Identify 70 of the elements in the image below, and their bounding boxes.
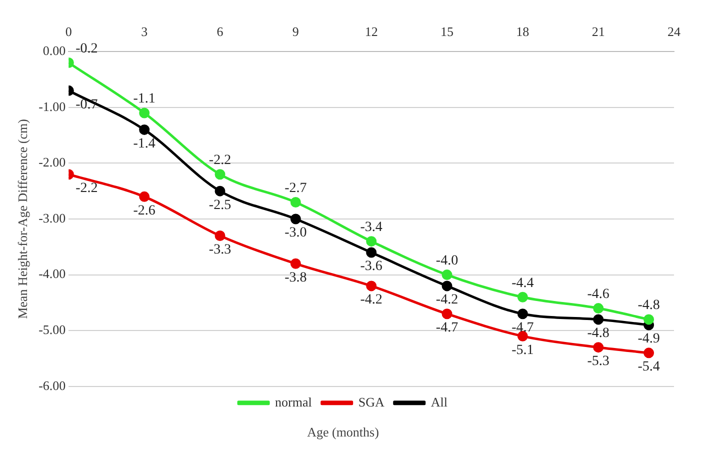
data-label: -2.6 bbox=[133, 203, 156, 218]
data-label: -5.1 bbox=[512, 342, 534, 358]
x-tick-label: 21 bbox=[592, 24, 605, 40]
data-label: -3.3 bbox=[208, 242, 232, 258]
y-tick-label: -5.00 bbox=[38, 322, 66, 338]
data-label: -2.5 bbox=[208, 198, 232, 213]
y-tick-label: -6.00 bbox=[38, 378, 66, 393]
data-label: -4.9 bbox=[638, 332, 660, 347]
point bbox=[139, 124, 150, 135]
x-tick-label: 0 bbox=[65, 24, 72, 40]
point bbox=[644, 348, 654, 358]
x-tick-label: 15 bbox=[440, 24, 454, 40]
point bbox=[644, 314, 654, 325]
data-label: -0.7 bbox=[76, 97, 98, 112]
y-tick-label: -4.00 bbox=[38, 266, 66, 282]
y-axis-title: Mean Height-for-Age Difference (cm) bbox=[15, 119, 30, 319]
data-label: -1.1 bbox=[133, 92, 156, 107]
point bbox=[214, 230, 226, 241]
point bbox=[366, 247, 377, 258]
point bbox=[214, 186, 226, 196]
y-tick-label: -2.00 bbox=[38, 154, 66, 170]
point bbox=[442, 270, 452, 280]
point bbox=[366, 236, 377, 247]
x-tick-label: 24 bbox=[668, 24, 681, 40]
x-tick-label: 18 bbox=[516, 24, 530, 40]
point bbox=[517, 292, 528, 302]
y-tick-label: -3.00 bbox=[38, 210, 66, 226]
data-label: -3.8 bbox=[284, 270, 307, 286]
data-label: -5.3 bbox=[587, 354, 610, 370]
point bbox=[290, 258, 301, 269]
data-label: -4.0 bbox=[436, 253, 458, 268]
data-label: -4.6 bbox=[587, 286, 610, 302]
data-label: -4.2 bbox=[436, 292, 458, 308]
point bbox=[442, 280, 452, 292]
point bbox=[366, 280, 377, 292]
data-label: -4.7 bbox=[436, 320, 458, 336]
y-tick-label: 0.00 bbox=[42, 43, 66, 58]
point bbox=[290, 197, 301, 208]
data-label: -0.2 bbox=[76, 41, 98, 56]
point bbox=[214, 169, 226, 180]
data-label: -2.2 bbox=[208, 153, 232, 168]
point bbox=[139, 191, 150, 202]
data-label: -4.2 bbox=[360, 292, 382, 308]
x-tick-label: 6 bbox=[216, 24, 224, 40]
point bbox=[593, 314, 604, 325]
x-tick-label: 12 bbox=[364, 24, 378, 40]
legend-label: SGA bbox=[358, 394, 385, 410]
data-label: -3.0 bbox=[284, 226, 307, 241]
data-label: -4.8 bbox=[638, 298, 660, 314]
data-label: -2.7 bbox=[284, 180, 307, 196]
data-label: -5.4 bbox=[638, 360, 660, 375]
data-label: -4.7 bbox=[512, 320, 534, 336]
legend-label: All bbox=[430, 394, 448, 410]
data-label: -1.4 bbox=[133, 136, 156, 152]
legend-label: normal bbox=[275, 394, 312, 410]
point bbox=[593, 303, 604, 314]
point bbox=[442, 308, 452, 320]
x-tick-label: 9 bbox=[292, 24, 299, 40]
point bbox=[517, 308, 528, 320]
data-label: -3.6 bbox=[360, 259, 382, 274]
data-label: -4.4 bbox=[512, 276, 534, 291]
data-label: -3.4 bbox=[360, 220, 382, 235]
x-tick-label: 3 bbox=[141, 24, 148, 40]
x-axis-title: Age (months) bbox=[307, 424, 379, 440]
point bbox=[593, 342, 604, 353]
y-tick-label: -1.00 bbox=[38, 98, 66, 114]
data-label: -2.2 bbox=[76, 181, 98, 196]
data-label: -4.8 bbox=[587, 326, 610, 342]
point bbox=[139, 108, 150, 118]
point bbox=[290, 214, 301, 224]
